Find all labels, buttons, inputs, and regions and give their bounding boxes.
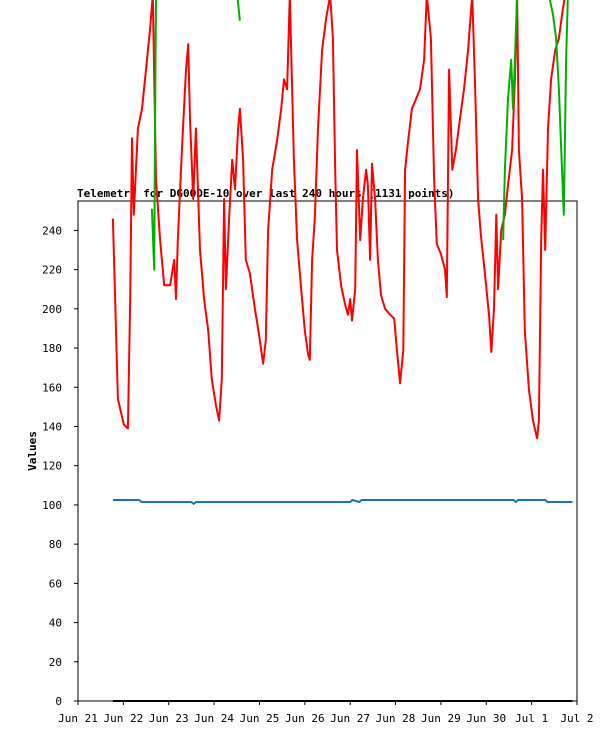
x-tick-label: Jun 28 (376, 712, 416, 725)
series-line (150, 0, 569, 271)
x-tick-label: Jul 2 (560, 712, 593, 725)
y-tick-label: 120 (42, 460, 62, 473)
y-tick-label: 100 (42, 499, 62, 512)
y-tick-label: 20 (49, 656, 62, 669)
y-tick-label: 80 (49, 538, 62, 551)
x-tick-label: Jun 25 (240, 712, 280, 725)
chart-title: Telemetry for DG0ODE-10 over last 240 ho… (77, 187, 455, 200)
x-tick-label: Jun 29 (421, 712, 461, 725)
y-tick-label: 160 (42, 381, 62, 394)
x-tick-label: Jun 27 (330, 712, 370, 725)
y-tick-label: 180 (42, 342, 62, 355)
y-tick-label: 200 (42, 303, 62, 316)
y-tick-label: 0 (55, 695, 62, 708)
x-tick-label: Jun 30 (466, 712, 506, 725)
y-tick-label: 140 (42, 420, 62, 433)
x-tick-label: Jun 22 (103, 712, 143, 725)
y-tick-label: 240 (42, 224, 62, 237)
x-tick-label: Jun 24 (194, 712, 234, 725)
y-tick-label: 60 (49, 577, 62, 590)
y-tick-label: 220 (42, 264, 62, 277)
y-axis-label: Values (26, 431, 39, 471)
x-tick-label: Jun 21 (58, 712, 98, 725)
x-tick-label: Jun 23 (149, 712, 189, 725)
x-tick-label: Jul 1 (515, 712, 548, 725)
series-line (111, 0, 566, 440)
series-line (112, 499, 573, 505)
y-tick-label: 40 (49, 617, 62, 630)
x-tick-label: Jun 26 (285, 712, 325, 725)
